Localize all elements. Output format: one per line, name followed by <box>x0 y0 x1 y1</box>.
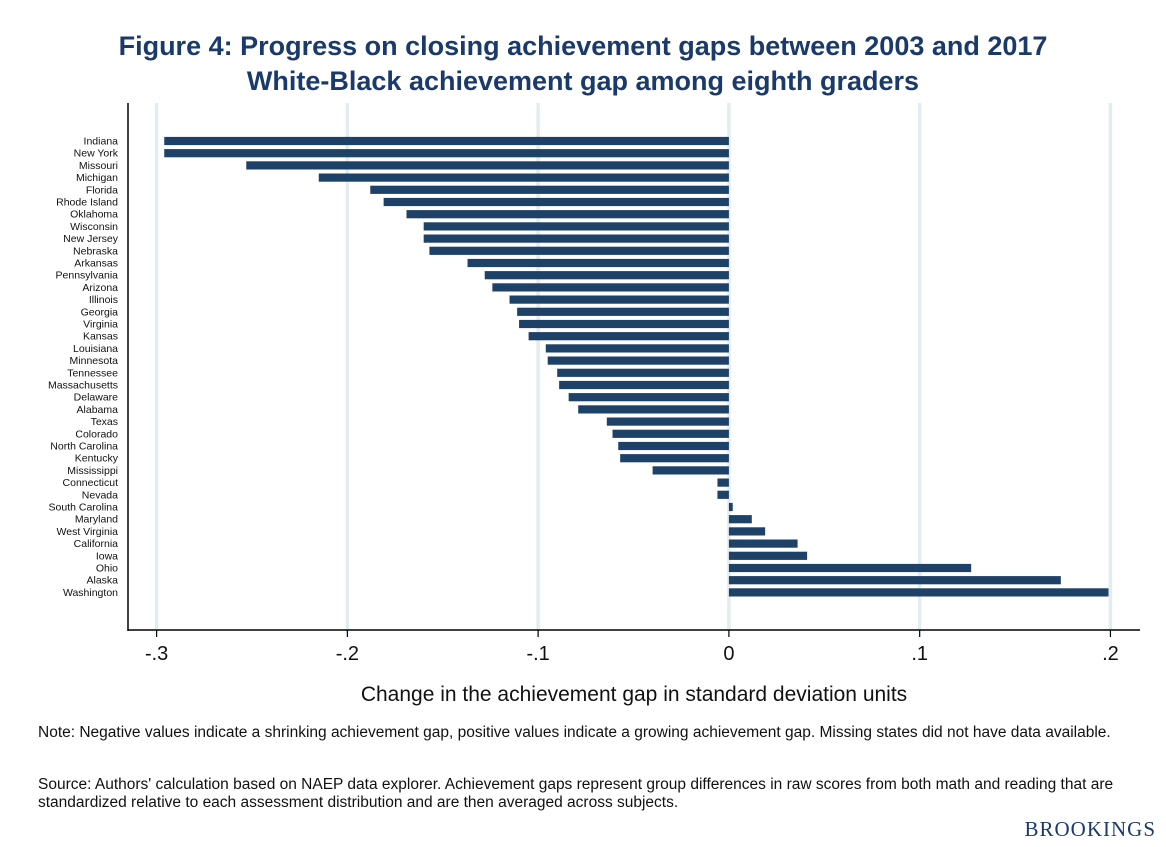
bar <box>164 136 729 146</box>
category-label: West Virginia <box>57 526 119 538</box>
category-label: Illinois <box>89 294 118 306</box>
bar <box>620 454 729 463</box>
bar <box>164 149 729 158</box>
x-tick-label: -.1 <box>526 643 549 665</box>
category-label: Colorado <box>75 428 118 440</box>
category-label: Pennsylvania <box>56 270 119 282</box>
bar <box>578 405 729 414</box>
category-label: Georgia <box>81 306 119 318</box>
category-label: Massachusetts <box>48 380 118 392</box>
bar <box>519 319 729 329</box>
bar <box>547 356 729 365</box>
category-label: Washington <box>63 587 118 599</box>
category-label: Missouri <box>79 160 118 172</box>
bar <box>423 222 729 231</box>
bar <box>728 551 808 560</box>
bar <box>559 380 729 390</box>
category-label: Kentucky <box>75 453 119 465</box>
chart-title: Figure 4: Progress on closing achievemen… <box>118 31 1048 61</box>
bar <box>492 283 729 292</box>
bar <box>484 271 729 280</box>
category-label: North Carolina <box>50 441 118 453</box>
source-text: Source: Authors' calculation based on NA… <box>38 776 1114 811</box>
category-label: California <box>74 538 119 550</box>
category-label: Connecticut <box>63 477 119 489</box>
bar <box>728 576 1061 585</box>
bar <box>467 258 729 268</box>
category-label: Virginia <box>83 319 118 331</box>
bar <box>423 234 729 243</box>
category-label: Florida <box>86 184 118 196</box>
category-label: Oklahoma <box>70 209 118 221</box>
category-label: Delaware <box>74 392 119 404</box>
category-label: Indiana <box>84 136 119 148</box>
bar <box>652 466 729 475</box>
bar <box>728 588 1109 597</box>
category-label: New Jersey <box>63 233 119 245</box>
category-label: Michigan <box>76 172 118 184</box>
category-label: Nebraska <box>73 245 118 257</box>
category-label: Texas <box>91 416 118 428</box>
bar <box>383 197 729 207</box>
category-label: New York <box>74 148 119 160</box>
bar <box>246 161 729 170</box>
bar <box>728 527 766 536</box>
category-label: Tennessee <box>67 367 118 379</box>
bar <box>612 429 729 438</box>
x-tick-label: .2 <box>1102 643 1119 665</box>
bar <box>528 332 729 341</box>
category-label: Arizona <box>82 282 118 294</box>
category-label: Louisiana <box>73 343 118 355</box>
bar <box>545 344 729 353</box>
bar <box>728 515 752 524</box>
chart-subtitle: White-Black achievement gap among eighth… <box>246 66 920 96</box>
category-label: Arkansas <box>74 258 118 270</box>
category-label: Iowa <box>96 550 118 562</box>
bar <box>728 563 972 573</box>
x-axis-label: Change in the achievement gap in standar… <box>360 683 908 706</box>
x-tick-label: -.3 <box>145 643 168 665</box>
bar <box>618 441 729 451</box>
category-label: Maryland <box>75 514 118 526</box>
category-label: Ohio <box>96 563 118 575</box>
brookings-logo: BROOKINGS <box>1024 817 1156 841</box>
bar <box>606 417 729 426</box>
bar <box>568 393 729 402</box>
category-label: Alaska <box>86 575 118 587</box>
bar <box>517 307 729 316</box>
bar <box>429 246 729 255</box>
bar <box>717 478 729 487</box>
bar <box>509 295 729 304</box>
bar <box>717 490 729 499</box>
x-tick-label: .1 <box>911 643 928 665</box>
category-label: Minnesota <box>70 355 119 367</box>
bar <box>318 173 729 182</box>
bar <box>728 502 733 512</box>
category-label: Rhode Island <box>56 197 118 209</box>
bar <box>370 185 729 194</box>
category-label: South Carolina <box>49 502 119 514</box>
bar <box>557 368 729 377</box>
bar <box>406 210 729 219</box>
category-label: Wisconsin <box>70 221 118 233</box>
x-tick-label: 0 <box>723 643 734 665</box>
note-text: Note: Negative values indicate a shrinki… <box>38 724 1111 741</box>
bar <box>728 539 798 548</box>
category-label: Mississippi <box>67 465 118 477</box>
category-label: Kansas <box>83 331 118 343</box>
category-label: Alabama <box>77 404 119 416</box>
x-tick-label: -.2 <box>336 643 359 665</box>
category-label: Nevada <box>82 489 118 501</box>
